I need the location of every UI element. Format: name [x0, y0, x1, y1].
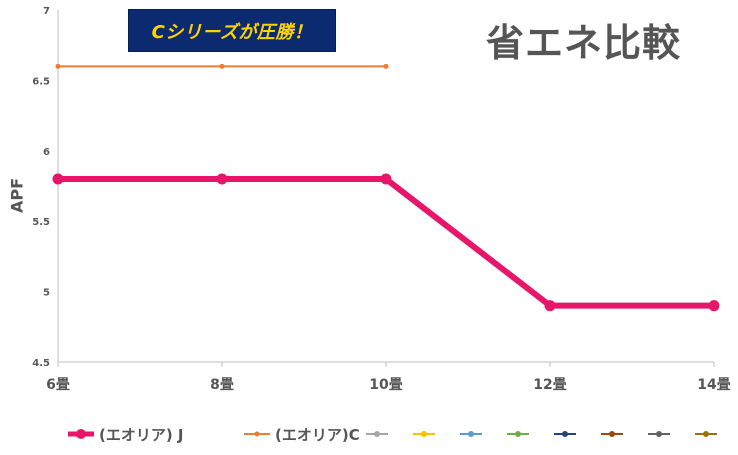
- data-point: [544, 300, 556, 312]
- legend-marker: [515, 431, 521, 437]
- data-point: [380, 173, 392, 185]
- y-tick-label: 7: [43, 6, 50, 17]
- data-point: [55, 63, 61, 69]
- legend-marker: [703, 431, 709, 437]
- x-tick-label: 6畳: [46, 377, 70, 393]
- data-point: [52, 173, 64, 185]
- y-tick-label: 5: [43, 288, 50, 299]
- legend-marker: [656, 431, 662, 437]
- chart-title: 省エネ比較: [486, 21, 682, 65]
- y-tick-label: 4.5: [32, 358, 50, 369]
- y-tick-label: 6.5: [32, 76, 50, 87]
- y-axis-label: APF: [7, 177, 27, 214]
- data-point: [383, 63, 389, 69]
- legend-marker: [374, 431, 380, 437]
- legend-marker: [254, 431, 260, 437]
- x-tick-label: 12畳: [533, 377, 566, 393]
- data-point: [219, 63, 225, 69]
- legend-marker: [562, 431, 568, 437]
- banner-text: Cシリーズが圧勝！: [151, 21, 313, 43]
- legend-label: (エオリア)C: [275, 426, 360, 444]
- legend-marker: [76, 429, 86, 439]
- data-point: [216, 173, 228, 185]
- legend-marker: [421, 431, 427, 437]
- banner: Cシリーズが圧勝！: [128, 9, 336, 52]
- legend-marker: [468, 431, 474, 437]
- x-tick-label: 14畳: [697, 377, 730, 393]
- legend-marker: [609, 431, 615, 437]
- data-point: [708, 300, 720, 312]
- y-tick-label: 6: [43, 147, 50, 158]
- x-tick-label: 10畳: [369, 377, 402, 393]
- legend-label: (エオリア) J: [99, 426, 184, 444]
- series-line-1: [58, 175, 714, 309]
- x-tick-label: 8畳: [210, 377, 234, 393]
- y-tick-label: 5.5: [32, 217, 50, 228]
